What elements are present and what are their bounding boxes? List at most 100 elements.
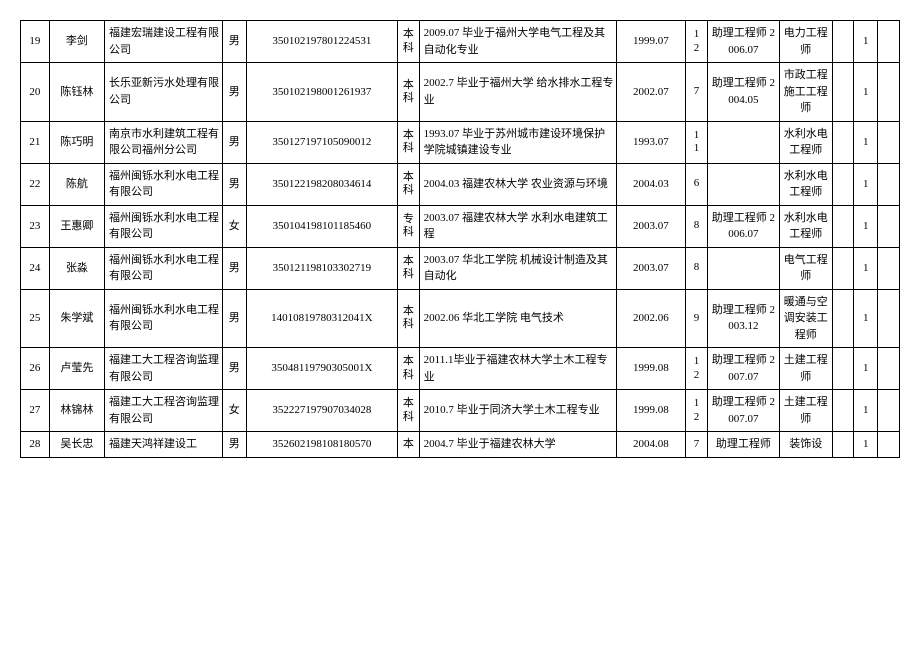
idnum: 350127197105090012 (246, 121, 397, 163)
gdate: 1999.08 (616, 390, 686, 432)
cnt: 1 (854, 163, 878, 205)
idnum: 350121198103302719 (246, 247, 397, 289)
idnum: 350122198208034614 (246, 163, 397, 205)
b2 (878, 205, 900, 247)
name: 卢莹先 (49, 348, 104, 390)
table-row: 21陈巧明南京市水利建筑工程有限公司福州分公司男3501271971050900… (21, 121, 900, 163)
idnum: 35048119790305001X (246, 348, 397, 390)
years: 7 (686, 432, 708, 458)
company: 福州闽铄水利水电工程有限公司 (105, 289, 223, 348)
assist (707, 247, 779, 289)
gdate: 2002.07 (616, 63, 686, 122)
title: 水利水电工程师 (779, 205, 832, 247)
cnt: 1 (854, 390, 878, 432)
table-row: 24张淼福州闽铄水利水电工程有限公司男350121198103302719本科2… (21, 247, 900, 289)
b2 (878, 163, 900, 205)
desc: 2010.7 毕业于同济大学土木工程专业 (419, 390, 616, 432)
b2 (878, 289, 900, 348)
idnum: 350102197801224531 (246, 21, 397, 63)
idnum: 352602198108180570 (246, 432, 397, 458)
idx: 28 (21, 432, 50, 458)
company: 福建工大工程咨询监理有限公司 (105, 390, 223, 432)
assist: 助理工程师 2007.07 (707, 390, 779, 432)
assist: 助理工程师 2006.07 (707, 205, 779, 247)
assist (707, 121, 779, 163)
b1 (832, 247, 854, 289)
name: 陈航 (49, 163, 104, 205)
desc: 2003.07 华北工学院 机械设计制造及其自动化 (419, 247, 616, 289)
cnt: 1 (854, 21, 878, 63)
idnum: 350104198101185460 (246, 205, 397, 247)
table-row: 26卢莹先福建工大工程咨询监理有限公司男35048119790305001X本科… (21, 348, 900, 390)
years: 11 (686, 121, 708, 163)
years: 8 (686, 205, 708, 247)
title: 电力工程师 (779, 21, 832, 63)
title: 土建工程师 (779, 390, 832, 432)
b2 (878, 432, 900, 458)
cnt: 1 (854, 348, 878, 390)
company: 南京市水利建筑工程有限公司福州分公司 (105, 121, 223, 163)
desc: 1993.07 毕业于苏州城市建设环境保护学院城镇建设专业 (419, 121, 616, 163)
assist: 助理工程师 (707, 432, 779, 458)
assist: 助理工程师 2007.07 (707, 348, 779, 390)
title: 装饰设 (779, 432, 832, 458)
sex: 女 (222, 205, 246, 247)
b1 (832, 121, 854, 163)
years: 6 (686, 163, 708, 205)
b1 (832, 163, 854, 205)
title: 暖通与空调安装工程师 (779, 289, 832, 348)
assist: 助理工程师 2003.12 (707, 289, 779, 348)
company: 福建工大工程咨询监理有限公司 (105, 348, 223, 390)
company: 福州闽铄水利水电工程有限公司 (105, 205, 223, 247)
name: 张淼 (49, 247, 104, 289)
idx: 24 (21, 247, 50, 289)
edu: 本科 (398, 348, 420, 390)
name: 朱学斌 (49, 289, 104, 348)
sex: 男 (222, 289, 246, 348)
gdate: 2004.08 (616, 432, 686, 458)
idx: 22 (21, 163, 50, 205)
name: 王惠卿 (49, 205, 104, 247)
idx: 27 (21, 390, 50, 432)
sex: 男 (222, 348, 246, 390)
table-row: 19李剑福建宏瑞建设工程有限公司男350102197801224531本科200… (21, 21, 900, 63)
assist (707, 163, 779, 205)
desc: 2004.03 福建农林大学 农业资源与环境 (419, 163, 616, 205)
gdate: 2002.06 (616, 289, 686, 348)
table-row: 23王惠卿福州闽铄水利水电工程有限公司女350104198101185460专科… (21, 205, 900, 247)
desc: 2011.1毕业于福建农林大学土木工程专业 (419, 348, 616, 390)
b2 (878, 63, 900, 122)
idx: 19 (21, 21, 50, 63)
gdate: 1993.07 (616, 121, 686, 163)
gdate: 1999.07 (616, 21, 686, 63)
company: 福建天鸿祥建设工 (105, 432, 223, 458)
b1 (832, 63, 854, 122)
name: 李剑 (49, 21, 104, 63)
idnum: 350102198001261937 (246, 63, 397, 122)
edu: 专科 (398, 205, 420, 247)
years: 7 (686, 63, 708, 122)
desc: 2002.7 毕业于福州大学 给水排水工程专业 (419, 63, 616, 122)
idx: 23 (21, 205, 50, 247)
sex: 男 (222, 21, 246, 63)
table-container: 19李剑福建宏瑞建设工程有限公司男350102197801224531本科200… (20, 20, 900, 458)
b1 (832, 348, 854, 390)
idx: 21 (21, 121, 50, 163)
name: 林锦林 (49, 390, 104, 432)
table-row: 28吴长忠福建天鸿祥建设工男352602198108180570本2004.7 … (21, 432, 900, 458)
cnt: 1 (854, 205, 878, 247)
cnt: 1 (854, 247, 878, 289)
company: 福州闽铄水利水电工程有限公司 (105, 163, 223, 205)
table-row: 25朱学斌福州闽铄水利水电工程有限公司男14010819780312041X本科… (21, 289, 900, 348)
sex: 男 (222, 121, 246, 163)
sex: 男 (222, 63, 246, 122)
b1 (832, 289, 854, 348)
desc: 2009.07 毕业于福州大学电气工程及其自动化专业 (419, 21, 616, 63)
title: 水利水电工程师 (779, 163, 832, 205)
gdate: 1999.08 (616, 348, 686, 390)
years: 8 (686, 247, 708, 289)
sex: 男 (222, 247, 246, 289)
edu: 本科 (398, 63, 420, 122)
idx: 26 (21, 348, 50, 390)
desc: 2004.7 毕业于福建农林大学 (419, 432, 616, 458)
